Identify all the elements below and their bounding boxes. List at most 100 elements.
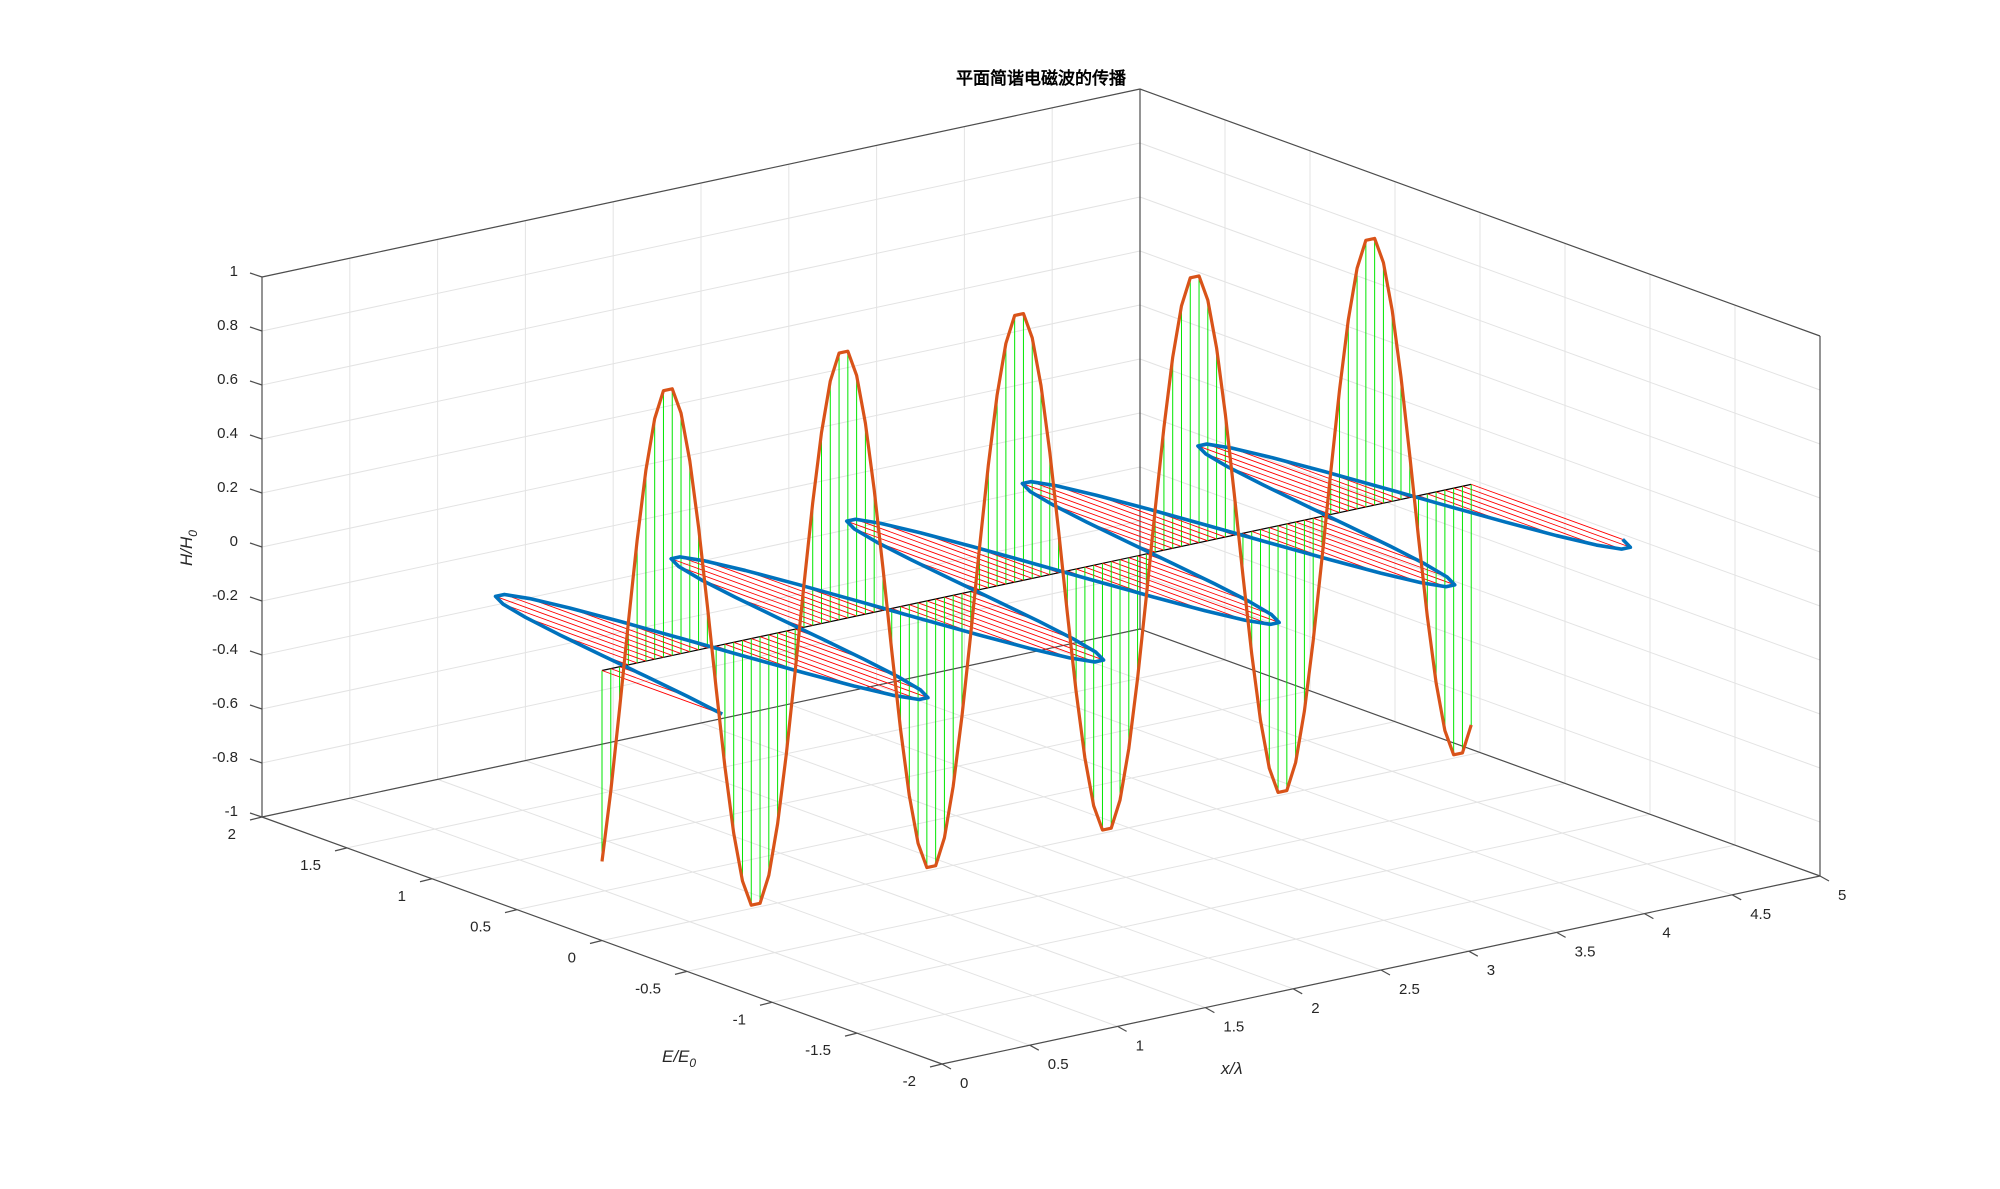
z-tick-mark bbox=[249, 434, 263, 440]
grid-line bbox=[1139, 304, 1821, 553]
y-tick-mark bbox=[929, 1063, 943, 1068]
e-stem bbox=[733, 641, 855, 687]
grid-line bbox=[686, 782, 1566, 972]
x-tick-mark bbox=[1819, 875, 1830, 882]
e-stem bbox=[1286, 523, 1455, 586]
z-tick-mark bbox=[249, 650, 263, 656]
grid-line bbox=[601, 752, 1481, 941]
z-tick-label: 0 bbox=[230, 533, 238, 550]
propagation-axis bbox=[601, 483, 1472, 672]
y-tick-label: 2 bbox=[228, 826, 236, 843]
z-tick-label: -0.6 bbox=[212, 695, 238, 712]
grid-line bbox=[261, 250, 1141, 440]
wave-series bbox=[493, 236, 1633, 907]
z-axis-label: H/H0 bbox=[177, 530, 200, 566]
e-stem bbox=[1435, 491, 1557, 536]
e-stem bbox=[670, 558, 840, 621]
grid-line bbox=[261, 196, 1141, 386]
z-tick-mark bbox=[249, 326, 263, 332]
grid-line bbox=[856, 844, 1736, 1034]
x-tick-label: 1.5 bbox=[1223, 1019, 1244, 1036]
grid-line bbox=[771, 813, 1651, 1003]
chart-title: 平面简谐电磁波的传播 bbox=[956, 68, 1127, 89]
grid-line bbox=[431, 690, 1311, 880]
axis-box-edge bbox=[1139, 88, 1821, 337]
z-tick-mark bbox=[249, 272, 263, 278]
e-stem bbox=[926, 600, 1095, 663]
e-stem bbox=[678, 566, 831, 623]
z-tick-label: -1 bbox=[225, 803, 238, 820]
x-tick-mark bbox=[941, 1063, 952, 1070]
e-stem bbox=[1030, 481, 1200, 544]
grid-line bbox=[1139, 250, 1821, 499]
y-tick-mark bbox=[589, 939, 603, 945]
e-stem bbox=[1260, 529, 1381, 574]
h-wave-curve bbox=[600, 236, 1473, 907]
e-stem bbox=[917, 602, 1070, 659]
e-stem bbox=[504, 594, 673, 656]
e-stem bbox=[935, 598, 1104, 661]
y-tick-label: 0 bbox=[568, 950, 576, 967]
e-stem bbox=[920, 532, 1042, 577]
x-tick-mark bbox=[1731, 894, 1742, 901]
axis-box-edge bbox=[261, 88, 1141, 278]
x-tick-mark bbox=[1117, 1025, 1127, 1032]
e-stem bbox=[742, 639, 895, 696]
grid-line bbox=[1139, 466, 1821, 715]
x-tick-mark bbox=[1029, 1044, 1040, 1051]
y-tick-label: -1 bbox=[733, 1011, 746, 1028]
e-stem bbox=[679, 556, 848, 619]
z-tick-mark bbox=[249, 380, 263, 386]
z-tick-label: 0.6 bbox=[217, 371, 238, 388]
x-tick-label: 1 bbox=[1136, 1037, 1144, 1054]
z-tick-mark bbox=[249, 542, 263, 548]
e-stem bbox=[1277, 525, 1447, 588]
e-stem bbox=[1084, 566, 1206, 612]
grid-line bbox=[1139, 574, 1821, 823]
y-tick-label: 1 bbox=[398, 888, 406, 905]
e-stem bbox=[1029, 490, 1182, 547]
e-stem bbox=[1471, 483, 1623, 540]
x-tick-label: 2.5 bbox=[1399, 981, 1420, 998]
e-stem bbox=[1462, 485, 1631, 548]
x-tick-mark bbox=[1292, 988, 1303, 995]
y-tick-mark bbox=[844, 1032, 858, 1037]
e-stem bbox=[569, 607, 690, 653]
x-axis-label: x/λ bbox=[1220, 1059, 1243, 1078]
y-tick-label: 0.5 bbox=[470, 919, 491, 936]
tick-marks: -1 -0.8 -0.6 -0.4 -0.2 0 0.2 0.4 0.6 0.8 1 -2 -1.5 -1… bbox=[212, 263, 1846, 1092]
e-stem bbox=[1205, 453, 1358, 510]
y-tick-mark bbox=[504, 909, 518, 914]
grid-line bbox=[1139, 520, 1821, 769]
y-tick-label: 1.5 bbox=[300, 857, 321, 874]
grid-line bbox=[1139, 142, 1821, 391]
grid-line bbox=[261, 304, 1141, 494]
e-stem bbox=[1269, 527, 1421, 584]
e-stem bbox=[529, 598, 682, 655]
x-tick-label: 2 bbox=[1311, 1000, 1319, 1017]
y-tick-label: -0.5 bbox=[635, 980, 661, 997]
x-tick-label: 5 bbox=[1838, 887, 1846, 904]
e-stem bbox=[759, 636, 929, 699]
e-stem bbox=[1453, 487, 1622, 550]
e-stem bbox=[1271, 457, 1393, 502]
e-stem bbox=[855, 518, 1024, 581]
y-tick-mark bbox=[334, 847, 348, 852]
e-stem bbox=[1119, 559, 1272, 616]
e-stem bbox=[854, 528, 1007, 585]
e-stem bbox=[846, 520, 1015, 583]
grid-line bbox=[516, 721, 1396, 911]
e-stem bbox=[1444, 489, 1597, 546]
grid-line bbox=[261, 574, 1141, 764]
z-tick-label: -0.8 bbox=[212, 749, 238, 766]
e-stem bbox=[1197, 445, 1367, 508]
x-tick-label: 4 bbox=[1662, 925, 1670, 942]
x-tick-mark bbox=[1644, 913, 1654, 920]
e-stem bbox=[1022, 483, 1191, 545]
y-tick-mark bbox=[419, 878, 433, 883]
z-tick-label: -0.2 bbox=[212, 587, 238, 604]
z-tick-label: 0.2 bbox=[217, 479, 238, 496]
grid-line bbox=[1139, 196, 1821, 445]
e-stem bbox=[1102, 562, 1271, 625]
e-stem bbox=[880, 522, 1033, 579]
